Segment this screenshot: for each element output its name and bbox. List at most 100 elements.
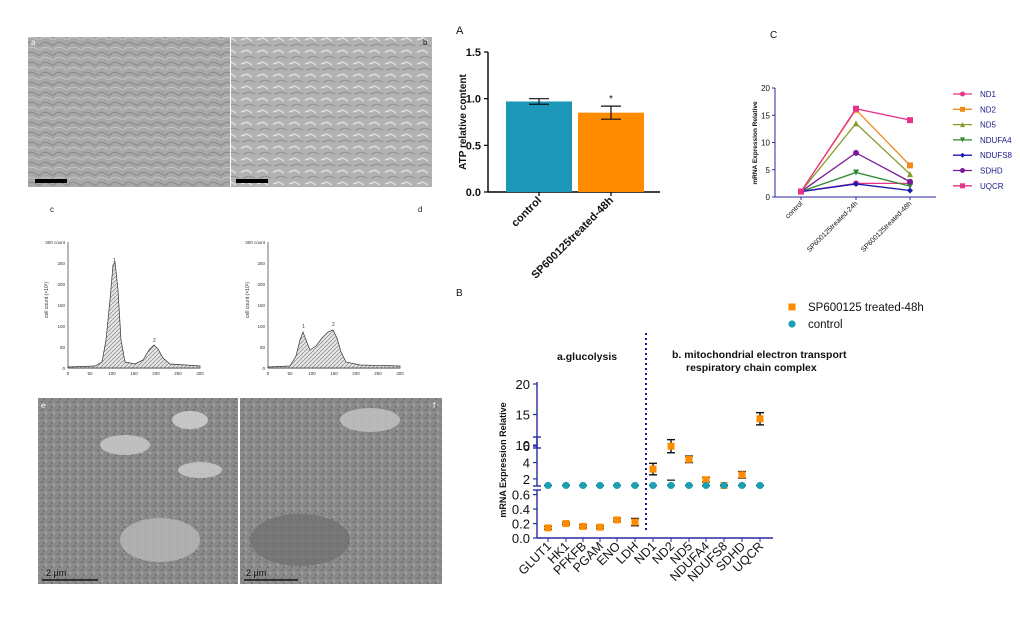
data-point xyxy=(907,183,913,190)
vacuole xyxy=(100,435,150,455)
y-tick-label: 20 xyxy=(761,84,770,93)
x-tick-label: 250 xyxy=(374,371,382,376)
data-point-treated xyxy=(738,471,746,479)
data-point-treated xyxy=(596,523,604,531)
data-point xyxy=(907,162,913,169)
data-point-control xyxy=(562,481,570,490)
x-tick-label: SP600125treated-48h xyxy=(529,194,616,281)
scale-bar-label: 2 μm xyxy=(46,568,66,578)
bar xyxy=(506,101,572,192)
data-point xyxy=(853,105,859,112)
data-point xyxy=(907,171,913,178)
panel-letter-a: a xyxy=(31,38,36,47)
legend-label: SP600125 treated-48h xyxy=(808,302,924,314)
micrograph-b xyxy=(231,37,432,187)
data-point-control xyxy=(613,481,621,490)
y-tick-label: 5 xyxy=(766,166,771,175)
histogram-c xyxy=(67,261,201,369)
y-tick-label: 0.2 xyxy=(512,517,530,532)
x-tick-label: 250 xyxy=(174,371,182,376)
data-point-control xyxy=(685,481,693,490)
x-tick-label: 0 xyxy=(67,371,70,376)
data-point-treated xyxy=(579,522,587,530)
data-point-treated xyxy=(562,520,570,528)
panel-letter-e: e xyxy=(41,401,46,410)
y-tick-label: 50 xyxy=(60,345,66,350)
histogram-d xyxy=(267,329,401,369)
group-label: a.glucolysis xyxy=(557,351,617,363)
legend-label: ND1 xyxy=(980,90,997,99)
scale-bar-label: 2 μm xyxy=(246,568,266,578)
y-tick-label: 200 xyxy=(257,282,265,287)
y-tick-label: 50 xyxy=(260,345,266,350)
data-point-treated xyxy=(756,415,764,423)
y-tick-label: 2 xyxy=(523,472,530,487)
panel-letter: A xyxy=(456,25,464,37)
group-label: b. mitochondrial electron transport xyxy=(672,349,847,361)
y-tick-label: 0.0 xyxy=(466,187,481,199)
data-point-control xyxy=(667,481,675,490)
legend-marker xyxy=(960,122,965,128)
data-point-treated xyxy=(685,455,693,463)
x-tick-label: control xyxy=(509,195,544,230)
data-point xyxy=(853,169,859,176)
data-point xyxy=(907,117,913,124)
peak-label: 1 xyxy=(113,258,116,264)
legend-marker xyxy=(960,106,965,112)
panel-letter-d: d xyxy=(418,205,422,214)
x-tick-label: SP600125treated-24h xyxy=(806,200,859,253)
y-tick-label: 4 xyxy=(523,456,530,471)
y-tick-label: 1.0 xyxy=(466,94,481,106)
data-point xyxy=(853,149,859,156)
y-tick-label: 0.6 xyxy=(512,488,530,503)
photo-panel-b: b xyxy=(231,37,432,187)
y-tick-label: 0.5 xyxy=(466,140,481,152)
y-tick-label: 150 xyxy=(57,303,65,308)
data-point xyxy=(798,188,804,195)
y-axis-label: mRNA Expression Relative xyxy=(498,402,508,517)
legend-marker xyxy=(960,137,965,143)
scale-bar xyxy=(236,179,268,183)
tick-labels: 0 50 100 150 200 250 300 count 0 50 100 150 200 250 3… xyxy=(45,240,204,376)
nucleus-region xyxy=(120,518,200,562)
data-point-treated xyxy=(631,518,639,526)
data-point-treated xyxy=(613,516,621,524)
data-point-control xyxy=(738,481,746,490)
x-tick-label: 50 xyxy=(287,371,293,376)
em-panel-f: f 2 μm xyxy=(240,398,442,584)
legend-label: UQCR xyxy=(980,182,1004,191)
chart-mrna-line: C 0 5 10 15 20 mRNA Expression Relative control… xyxy=(752,30,1013,254)
y-tick-label: 6 xyxy=(523,439,530,454)
y-axis-label: ATP relative content xyxy=(458,73,469,169)
data-point-treated xyxy=(544,524,552,532)
x-tick-label: 0 xyxy=(267,371,270,376)
y-tick-label: 100 xyxy=(57,324,65,329)
bar xyxy=(578,112,644,192)
y-tick-label: 250 xyxy=(57,261,65,266)
y-tick-label: 300 count xyxy=(45,240,66,245)
significance-mark: * xyxy=(609,94,613,105)
y-tick-label: 20 xyxy=(516,377,530,392)
y-tick-label: 0.0 xyxy=(512,531,530,546)
legend-label: NDUFS8 xyxy=(980,151,1013,160)
em-panel-e: e 2 μm xyxy=(38,398,238,584)
nucleus-region xyxy=(250,514,350,566)
data-point-control xyxy=(631,481,639,490)
legend-label: SDHD xyxy=(980,167,1003,176)
chart-atp-bar: A 0.0 0.5 1.0 1.5 ATP relative content control… xyxy=(456,25,660,281)
y-tick-label: 15 xyxy=(761,111,770,120)
legend-marker xyxy=(788,303,796,311)
y-tick-label: 0 xyxy=(262,366,265,371)
peak-label: 2 xyxy=(332,322,335,328)
data-point-control xyxy=(649,481,657,490)
data-point xyxy=(853,180,859,187)
legend-label: NDUFA4 xyxy=(980,136,1012,145)
x-tick-label: 150 xyxy=(130,371,138,376)
x-tick-label: control xyxy=(785,200,805,220)
data-point-treated xyxy=(667,442,675,450)
panel-letter-f: f xyxy=(433,401,436,410)
y-tick-label: 0 xyxy=(766,193,771,202)
x-tick-label: 50 xyxy=(87,371,93,376)
